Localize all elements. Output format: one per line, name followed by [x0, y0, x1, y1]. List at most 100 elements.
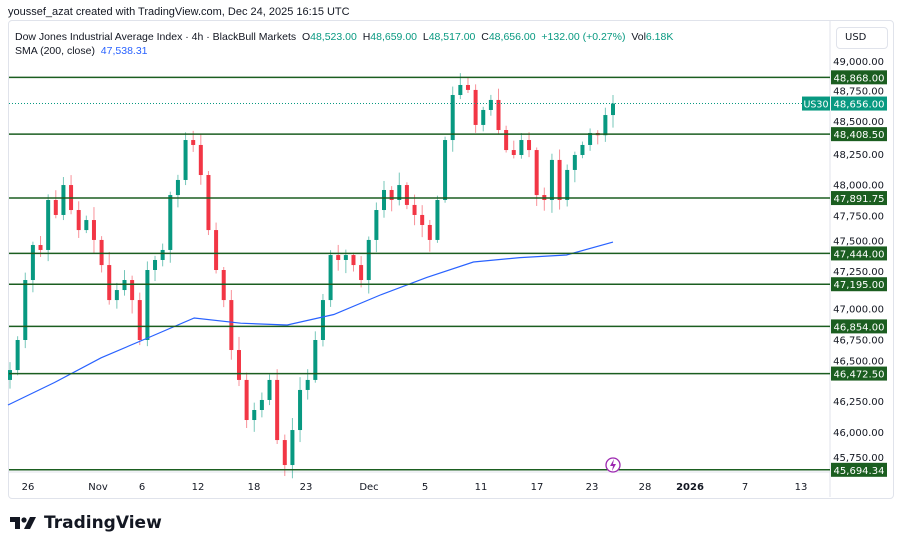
candle-body	[458, 84, 463, 96]
candle-body	[313, 339, 318, 380]
level-price-badge	[831, 127, 887, 142]
candle-body	[504, 130, 509, 151]
candle-body	[175, 179, 180, 196]
candle-body	[23, 280, 28, 340]
y-tick-label: 49,000.00	[833, 57, 884, 68]
level-price-label: 47,195.00	[834, 280, 885, 291]
x-tick-label: 12	[192, 482, 205, 493]
candle-body	[91, 220, 96, 240]
x-tick-label: 17	[531, 482, 544, 493]
candle-body	[137, 300, 142, 340]
level-price-label: 48,408.50	[834, 130, 885, 141]
tradingview-logo[interactable]: TradingView	[10, 513, 162, 533]
y-tick-label: 48,000.00	[833, 181, 884, 192]
candle-body	[191, 140, 196, 145]
volume-label: Vol	[631, 31, 646, 43]
close-label: C	[481, 31, 489, 43]
candle-body	[359, 265, 364, 281]
close-value: 48,656.00	[488, 31, 536, 43]
x-tick-label: 23	[300, 482, 313, 493]
level-price-label: 48,868.00	[834, 73, 885, 84]
candle-body	[603, 115, 608, 136]
candle-body	[114, 290, 119, 301]
candle-body	[8, 370, 12, 380]
candle-body	[214, 230, 219, 271]
low-value: 48,517.00	[428, 31, 476, 43]
open-label: O	[301, 31, 311, 43]
candle-body	[282, 440, 287, 466]
candle-body	[168, 195, 173, 250]
candle-body	[343, 255, 348, 260]
candle-body	[30, 245, 35, 281]
currency-button[interactable]: USD	[836, 27, 888, 49]
candle-body	[588, 132, 593, 145]
candle-body	[130, 280, 135, 301]
candle-body	[450, 95, 455, 141]
symbol-title[interactable]: Dow Jones Industrial Average Index · 4h …	[15, 31, 297, 43]
high-value: 48,659.00	[370, 31, 417, 43]
candle-body	[443, 140, 448, 201]
candle-body	[435, 200, 440, 240]
x-tick-label: 13	[795, 482, 808, 493]
candle-body	[145, 270, 150, 340]
high-label: H	[362, 31, 371, 43]
candle-body	[404, 185, 409, 205]
level-price-label: 47,891.75	[834, 194, 885, 205]
candle-body	[221, 270, 226, 301]
candle-body	[473, 89, 478, 125]
x-tick-label: Dec	[359, 482, 378, 493]
x-tick-label: 6	[139, 482, 145, 493]
level-price-badge	[831, 246, 887, 261]
candle-body	[15, 339, 20, 371]
candle-body	[290, 430, 295, 466]
last-price-badge	[831, 96, 887, 111]
x-tick-label: 28	[639, 482, 652, 493]
candle-body	[267, 379, 272, 400]
y-tick-label: 48,500.00	[833, 117, 884, 128]
candle-body	[572, 154, 577, 170]
candle-body	[244, 379, 249, 421]
candle-body	[76, 210, 81, 231]
y-tick-label: 45,750.00	[833, 453, 884, 464]
candle-body	[275, 379, 280, 441]
y-tick-label: 46,250.00	[833, 397, 884, 408]
y-tick-label: 46,500.00	[833, 357, 884, 368]
chart-legend: Dow Jones Industrial Average Index · 4h …	[15, 30, 673, 58]
level-price-label: 45,694.34	[834, 466, 885, 477]
symbol-tag-badge	[802, 96, 830, 111]
candle-body	[412, 204, 417, 215]
level-price-badge	[831, 319, 887, 334]
level-price-badge	[831, 191, 887, 206]
candle-body	[328, 255, 333, 301]
candle-body	[389, 189, 394, 201]
x-tick-label: 7	[742, 482, 748, 493]
candle-body	[580, 144, 585, 155]
candle-body	[366, 239, 371, 281]
y-tick-label: 46,000.00	[833, 428, 884, 439]
y-tick-label: 47,500.00	[833, 236, 884, 247]
candle-body	[46, 200, 51, 250]
y-tick-label: 48,250.00	[833, 150, 884, 161]
candle-body	[427, 224, 432, 240]
sma-line	[7, 241, 614, 406]
x-tick-label: 18	[248, 482, 261, 493]
y-tick-label: 46,750.00	[833, 335, 884, 346]
candle-body	[259, 399, 264, 410]
sma-value: 47,538.31	[100, 45, 148, 57]
candle-body	[183, 140, 188, 180]
y-tick-label: 48,750.00	[833, 87, 884, 98]
sma-label[interactable]: SMA (200, close)	[15, 45, 95, 57]
level-price-badge	[831, 366, 887, 381]
y-tick-label: 47,250.00	[833, 267, 884, 278]
candle-body	[557, 159, 562, 201]
candle-body	[336, 255, 341, 260]
last-price-label: 48,656.00	[834, 100, 885, 111]
candle-body	[53, 200, 58, 215]
x-tick-label: Nov	[88, 482, 108, 493]
candle-body	[519, 140, 524, 155]
level-price-label: 46,854.00	[834, 322, 885, 333]
candle-body	[549, 159, 554, 201]
candle-body	[61, 185, 66, 215]
candle-body	[153, 259, 158, 271]
